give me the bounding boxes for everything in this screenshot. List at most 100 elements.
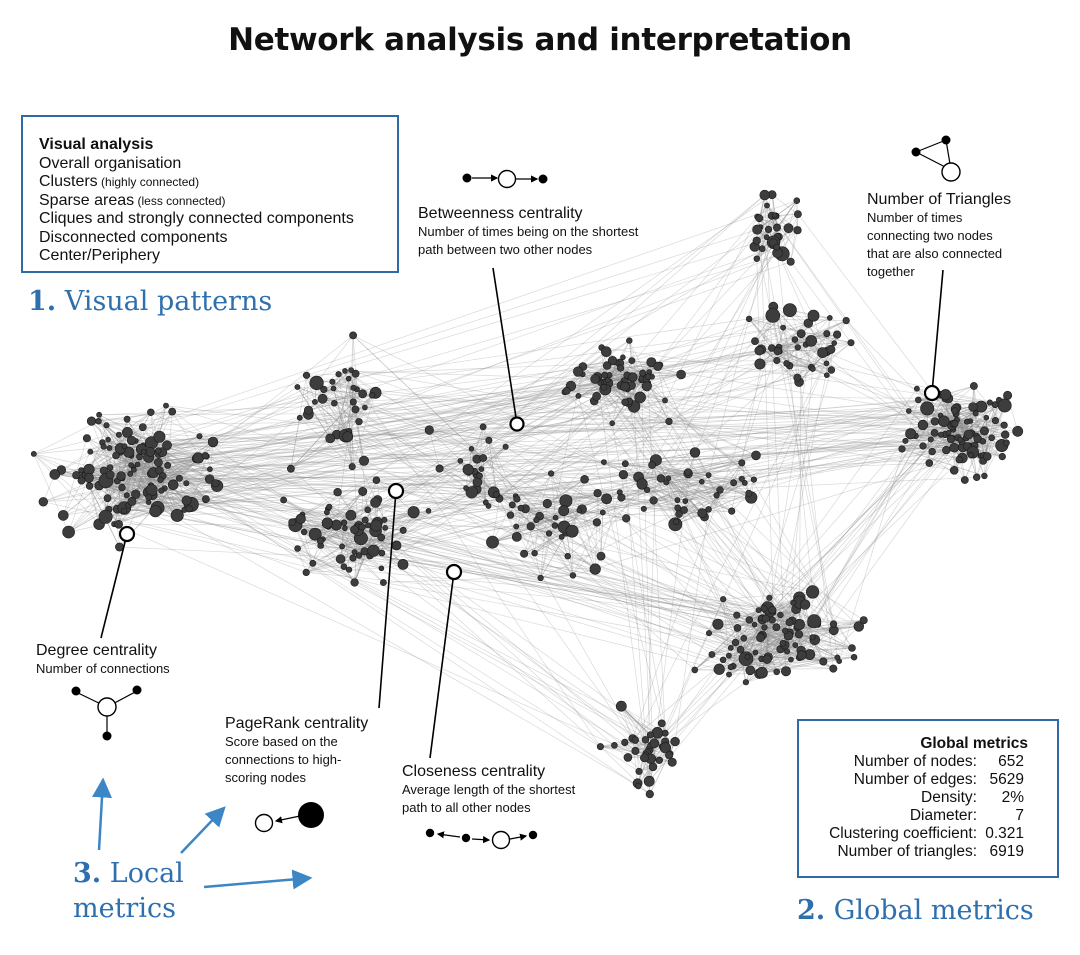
- network-edge: [300, 518, 362, 539]
- network-node: [599, 509, 606, 516]
- degree-title: Degree centrality: [36, 642, 157, 659]
- triangles-pointer-line: [931, 269, 944, 394]
- network-edge: [302, 479, 377, 515]
- network-edge: [634, 739, 640, 772]
- network-edge: [141, 415, 941, 450]
- network-edge: [190, 456, 207, 505]
- network-edge: [779, 351, 813, 370]
- network-node: [181, 495, 192, 506]
- network-edge: [308, 246, 777, 411]
- network-edge: [205, 498, 663, 747]
- network-node: [631, 746, 640, 755]
- network-edge: [582, 340, 630, 375]
- network-edge: [668, 478, 703, 514]
- network-node: [648, 762, 658, 772]
- network-edge: [98, 420, 585, 480]
- network-node: [476, 472, 483, 480]
- network-edge: [794, 339, 834, 669]
- network-edge: [488, 440, 513, 505]
- network-node: [955, 455, 963, 464]
- visual-analysis-item: Clusters (highly connected): [39, 173, 200, 190]
- network-node: [805, 585, 820, 599]
- network-node: [600, 346, 612, 358]
- network-edge: [667, 478, 677, 522]
- network-node: [1000, 421, 1008, 429]
- network-edge: [336, 392, 376, 435]
- network-edge: [652, 464, 689, 473]
- network-edge: [800, 333, 814, 370]
- network-node: [726, 652, 732, 659]
- network-edge: [596, 522, 759, 611]
- network-edge: [668, 478, 797, 610]
- network-edge: [105, 509, 185, 518]
- network-node: [616, 364, 625, 372]
- network-node: [358, 455, 369, 466]
- network-edge: [89, 421, 935, 479]
- network-edge: [150, 473, 671, 755]
- network-edge: [625, 463, 734, 484]
- network-edge: [349, 569, 768, 609]
- network-node: [157, 476, 164, 483]
- network-edge: [120, 452, 165, 489]
- network-node: [979, 438, 987, 445]
- network-edge: [761, 634, 800, 673]
- network-edge: [760, 349, 813, 370]
- pagerank-title: PageRank centrality: [225, 715, 369, 732]
- network-edge: [632, 377, 670, 422]
- network-edge: [973, 385, 1005, 426]
- network-edge: [468, 426, 484, 473]
- network-edge: [600, 512, 604, 557]
- network-edge: [177, 376, 653, 516]
- network-node: [847, 339, 855, 347]
- network-edge: [605, 389, 936, 434]
- network-edge: [762, 634, 855, 658]
- network-edge: [179, 478, 185, 510]
- network-edge: [534, 489, 648, 554]
- network-edge: [43, 435, 200, 503]
- network-edge: [329, 373, 356, 439]
- network-edge: [510, 514, 537, 521]
- betweenness-desc-line: Number of times being on the shortest: [418, 224, 639, 239]
- network-node: [938, 431, 945, 438]
- network-edge: [578, 309, 791, 397]
- network-node: [726, 671, 732, 678]
- network-edge: [611, 385, 622, 424]
- network-edge: [759, 320, 847, 365]
- betweenness-glyph-icon: [462, 169, 548, 189]
- network-edge: [628, 401, 643, 485]
- network-edge: [306, 567, 382, 573]
- network-edge: [91, 411, 173, 422]
- network-node: [170, 508, 184, 522]
- network-edge: [643, 478, 662, 510]
- network-node: [827, 366, 836, 374]
- network-edge: [510, 514, 537, 521]
- network-edge: [647, 376, 750, 494]
- network-edge: [778, 346, 812, 368]
- network-edge: [654, 665, 734, 744]
- network-node: [300, 528, 308, 536]
- network-edge: [623, 474, 680, 515]
- network-edge: [198, 382, 602, 459]
- network-edge: [800, 626, 859, 651]
- network-edge: [205, 400, 666, 500]
- network-edge: [290, 438, 331, 469]
- network-edge: [143, 350, 778, 446]
- network-edge: [297, 548, 658, 734]
- network-node: [733, 611, 741, 619]
- network-node: [773, 243, 780, 251]
- network-edge: [290, 436, 348, 470]
- network-edge: [565, 385, 974, 502]
- network-edge: [362, 447, 955, 528]
- network-node: [280, 496, 287, 504]
- network-edge: [340, 558, 382, 569]
- network-node: [127, 470, 134, 477]
- network-edge: [305, 491, 363, 573]
- network-edge: [336, 373, 356, 435]
- network-node: [713, 663, 725, 675]
- network-edge: [653, 497, 752, 501]
- network-node: [742, 679, 750, 686]
- network-node: [311, 398, 318, 405]
- page-title: Network analysis and interpretation: [228, 22, 852, 58]
- network-edge: [934, 432, 963, 459]
- network-edge: [657, 366, 769, 608]
